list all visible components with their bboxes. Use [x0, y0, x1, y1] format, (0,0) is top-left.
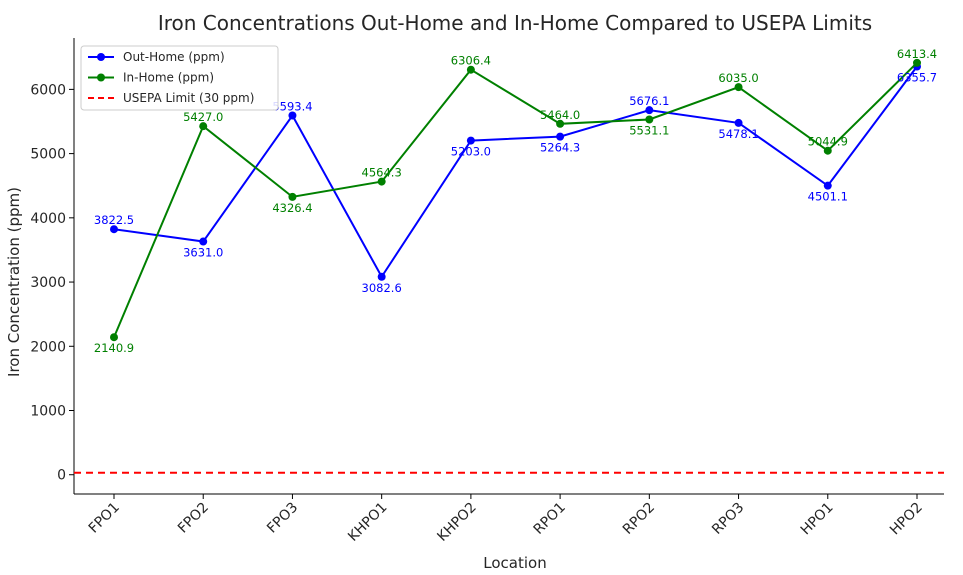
y-tick-label: 5000 [30, 147, 66, 163]
x-tick-label: FPO1 [86, 500, 123, 537]
x-tick-label: RPO3 [709, 500, 747, 538]
out-home-point [377, 272, 386, 281]
in-home-point [377, 177, 386, 186]
y-tick-label: 1000 [30, 404, 66, 420]
x-tick-label: RPO2 [620, 500, 658, 538]
in-home-data-label: 2140.9 [94, 341, 134, 355]
out-home-data-label: 5264.3 [540, 141, 580, 155]
y-tick-label: 3000 [30, 275, 66, 291]
in-home-data-label: 4564.3 [362, 166, 402, 180]
in-home-data-label: 5531.1 [629, 123, 669, 137]
out-home-point [199, 237, 208, 246]
x-tick-label: HPO1 [798, 500, 837, 539]
in-home-point [734, 83, 743, 92]
legend-marker [97, 53, 105, 61]
in-home-data-label: 6413.4 [897, 47, 937, 61]
out-home-data-label: 3082.6 [362, 281, 402, 295]
in-home-point [645, 115, 654, 124]
in-home-point [199, 122, 208, 131]
out-home-series-line [113, 65, 918, 279]
out-home-data-label: 4501.1 [808, 190, 848, 204]
x-tick-label: KHPO1 [345, 500, 390, 545]
in-home-data-label: 6306.4 [451, 54, 491, 68]
chart-title: Iron Concentrations Out-Home and In-Home… [158, 11, 872, 35]
in-home-data-label: 5427.0 [183, 110, 223, 124]
y-tick-label: 2000 [30, 339, 66, 355]
in-home-point [913, 58, 921, 67]
out-home-point [556, 132, 565, 141]
in-home-point [823, 146, 832, 155]
x-tick-label: FPO3 [264, 500, 301, 537]
out-home-point [110, 225, 118, 234]
out-home-data-label: 6355.7 [897, 71, 937, 85]
out-home-point [645, 106, 654, 115]
in-home-data-label: 5044.9 [808, 135, 848, 149]
out-home-point [466, 136, 475, 145]
in-home-data-label: 6035.0 [718, 71, 758, 85]
series-layer [110, 58, 921, 342]
out-home-data-label: 3822.5 [94, 213, 134, 227]
out-home-data-label: 5676.1 [629, 94, 669, 108]
x-tick-label: FPO2 [175, 500, 212, 537]
legend-marker [97, 73, 105, 82]
in-home-point [110, 333, 118, 342]
legend: Out-Home (ppm) In-Home (ppm) USEPA Limit (… [80, 45, 279, 111]
out-home-data-label: 3631.0 [183, 246, 223, 260]
legend-box [80, 45, 279, 111]
in-home-point [466, 65, 475, 74]
y-tick-label: 6000 [30, 82, 66, 98]
out-home-data-label: 5203.0 [451, 145, 491, 159]
out-home-point [734, 118, 743, 127]
y-axis-label: Iron Concentration (ppm) [5, 187, 23, 377]
in-home-data-label: 4326.4 [272, 201, 312, 215]
x-tick-label: KHPO2 [434, 500, 479, 545]
in-home-data-label: 5464.0 [540, 108, 580, 122]
legend-label: USEPA Limit (30 ppm) [123, 91, 254, 105]
axes: 0 1000 2000 3000 4000 5000 6000 FPO1 FPO2 FPO3 KHP… [30, 38, 944, 545]
legend-label: Out-Home (ppm) [123, 50, 225, 64]
x-tick-label: HPO2 [887, 500, 926, 539]
out-home-point [823, 181, 832, 190]
x-axis-label: Location [483, 554, 546, 572]
out-home-point [288, 111, 297, 120]
y-tick-label: 0 [57, 468, 66, 484]
in-home-point [288, 192, 297, 201]
data-labels: 3822.5 3631.0 5593.4 3082.6 5203.0 5264.3 5676… [94, 47, 937, 355]
out-home-data-label: 5478.1 [718, 127, 758, 141]
y-tick-label: 4000 [30, 211, 66, 227]
out-home-data-label: 5593.4 [272, 99, 312, 113]
in-home-series-line [113, 62, 918, 338]
x-tick-label: RPO1 [531, 500, 569, 538]
legend-label: In-Home (ppm) [123, 71, 214, 85]
in-home-point [556, 119, 565, 128]
